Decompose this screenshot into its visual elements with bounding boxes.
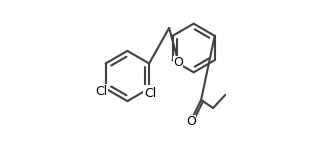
Text: O: O: [174, 55, 183, 69]
Text: Cl: Cl: [95, 85, 107, 98]
Text: Cl: Cl: [145, 87, 157, 100]
Text: O: O: [186, 115, 196, 128]
